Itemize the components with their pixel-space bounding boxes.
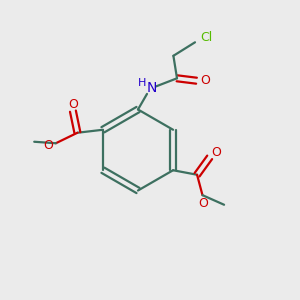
Text: O: O	[68, 98, 78, 111]
Text: H: H	[138, 78, 146, 88]
Text: O: O	[198, 197, 208, 210]
Text: O: O	[44, 139, 53, 152]
Text: O: O	[211, 146, 221, 159]
Text: N: N	[147, 82, 157, 95]
Text: O: O	[200, 74, 210, 87]
Text: Cl: Cl	[200, 31, 212, 44]
